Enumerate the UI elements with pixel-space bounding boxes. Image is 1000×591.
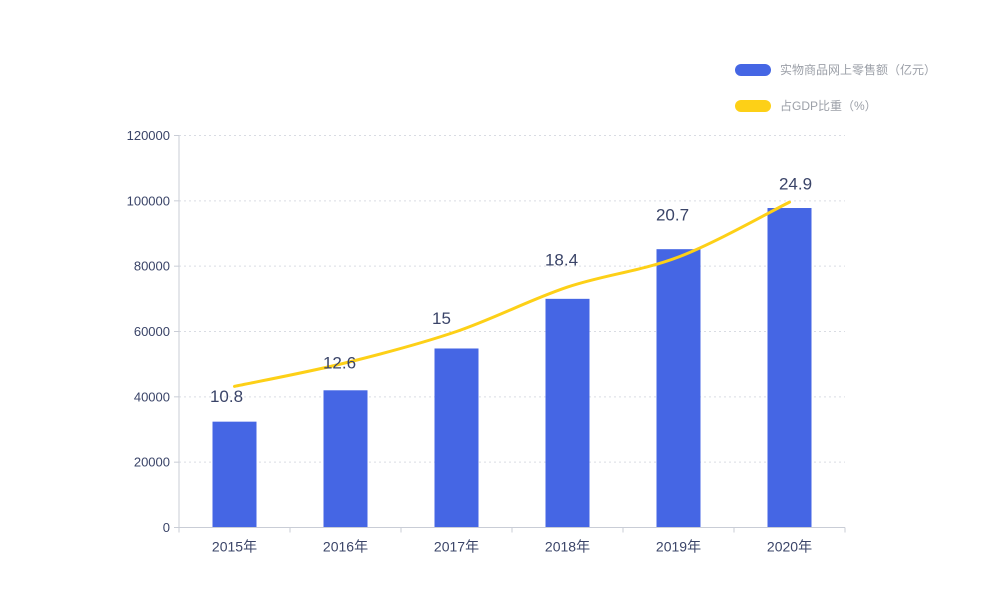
- y-axis-label-100000: 100000: [127, 193, 170, 208]
- bar-2017年[interactable]: [434, 348, 479, 528]
- data-label-10.8: 10.8: [210, 387, 243, 406]
- y-axis-label-120000: 120000: [127, 128, 170, 143]
- gdp-share-line[interactable]: [233, 200, 791, 388]
- y-axis-label-0: 0: [163, 520, 170, 535]
- data-label-15: 15: [432, 309, 451, 328]
- legend: 实物商品网上零售额（亿元） 占GDP比重（%）: [734, 62, 936, 114]
- x-axis-label-2015年: 2015年: [212, 539, 257, 555]
- y-gridlines: [179, 135, 845, 463]
- data-label-24.9: 24.9: [779, 175, 812, 194]
- legend-label-gdp: 占GDP比重（%）: [779, 99, 877, 113]
- data-label-20.7: 20.7: [656, 206, 689, 225]
- data-label-18.4: 18.4: [545, 251, 578, 270]
- axes: 0 20000 40000 60000 80000 100000 120000 2015年 20…: [127, 128, 846, 555]
- legend-swatch-gdp-icon: [734, 100, 771, 112]
- legend-label-retail: 实物商品网上零售额（亿元）: [779, 63, 936, 77]
- data-label-12.6: 12.6: [323, 353, 356, 372]
- x-axis-label-2016年: 2016年: [323, 539, 368, 555]
- y-axis-label-80000: 80000: [134, 259, 170, 274]
- x-axis-label-2017年: 2017年: [434, 539, 479, 555]
- legend-item-gdp[interactable]: 占GDP比重（%）: [734, 98, 877, 114]
- legend-swatch-retail-icon: [734, 64, 771, 76]
- bar-2019年[interactable]: [656, 249, 701, 528]
- x-axis-label-2020年: 2020年: [767, 539, 812, 555]
- bar-2015年[interactable]: [212, 421, 257, 528]
- bar-2016年[interactable]: [323, 390, 368, 528]
- y-axis-label-40000: 40000: [134, 389, 170, 404]
- y-axis-label-60000: 60000: [134, 324, 170, 339]
- y-axis-label-20000: 20000: [134, 455, 170, 470]
- line-data-labels: 10.8 12.6 15 18.4 20.7 24.9: [210, 175, 812, 406]
- x-axis-label-2018年: 2018年: [545, 539, 590, 555]
- x-axis-label-2019年: 2019年: [656, 539, 701, 555]
- bar-series: [212, 208, 812, 528]
- legend-item-retail[interactable]: 实物商品网上零售额（亿元）: [734, 62, 936, 78]
- bar-2020年[interactable]: [767, 208, 812, 528]
- bar-2018年[interactable]: [545, 298, 590, 528]
